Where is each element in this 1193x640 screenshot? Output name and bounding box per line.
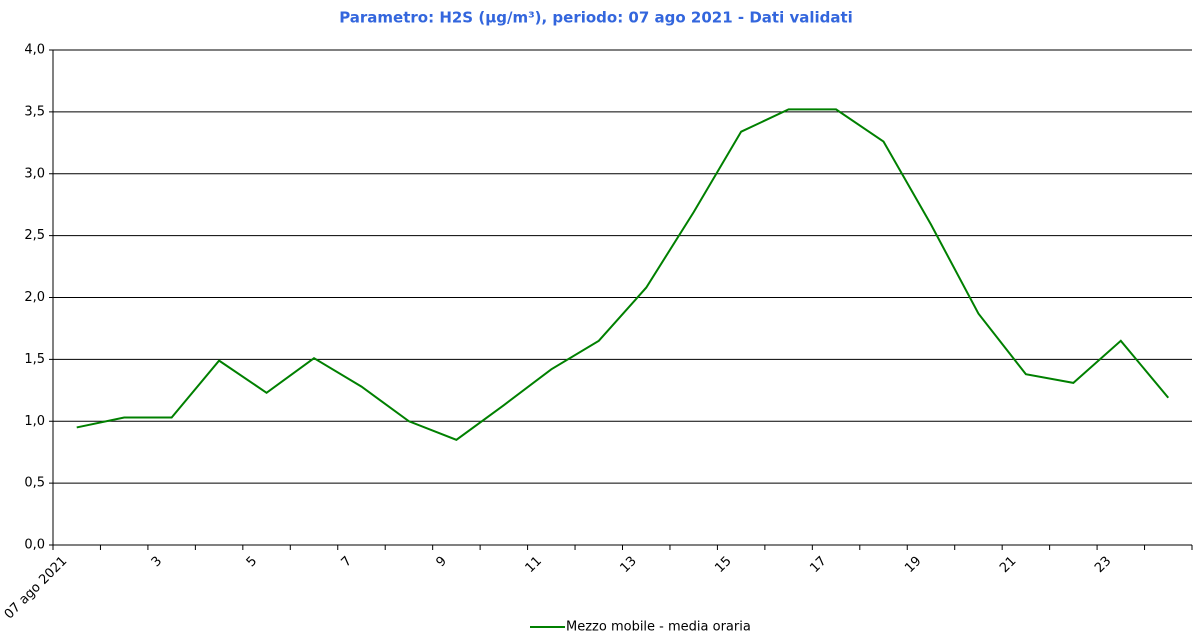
x-tick-label: 3 bbox=[149, 554, 165, 570]
x-tick-label: 21 bbox=[997, 554, 1019, 576]
y-tick-label: 1,0 bbox=[24, 414, 45, 429]
y-tick-label: 0,5 bbox=[24, 476, 45, 491]
y-tick-label: 2,0 bbox=[24, 290, 45, 305]
x-tick-label: 17 bbox=[807, 554, 829, 576]
x-tick-label: 9 bbox=[434, 554, 450, 570]
x-tick-label: 23 bbox=[1092, 554, 1114, 576]
x-tick-label: 5 bbox=[244, 554, 260, 570]
y-tick-label: 4,0 bbox=[24, 43, 45, 58]
y-tick-label: 0,0 bbox=[24, 538, 45, 553]
series-line bbox=[76, 108, 1170, 441]
x-tick-label: 7 bbox=[339, 554, 355, 570]
legend-label: Mezzo mobile - media oraria bbox=[566, 620, 751, 635]
y-tick-label: 1,5 bbox=[24, 352, 45, 367]
x-tick-label: 11 bbox=[523, 554, 545, 576]
x-tick-label: 19 bbox=[902, 554, 924, 576]
x-tick-label: 15 bbox=[712, 554, 734, 576]
x-tick-label: 13 bbox=[617, 554, 639, 576]
y-tick-label: 2,5 bbox=[24, 228, 45, 243]
chart-title: Parametro: H2S (µg/m³), periodo: 07 ago … bbox=[339, 9, 853, 27]
y-tick-label: 3,0 bbox=[24, 166, 45, 181]
y-tick-label: 3,5 bbox=[24, 104, 45, 119]
x-tick-label: 07 ago 2021 bbox=[2, 554, 71, 623]
